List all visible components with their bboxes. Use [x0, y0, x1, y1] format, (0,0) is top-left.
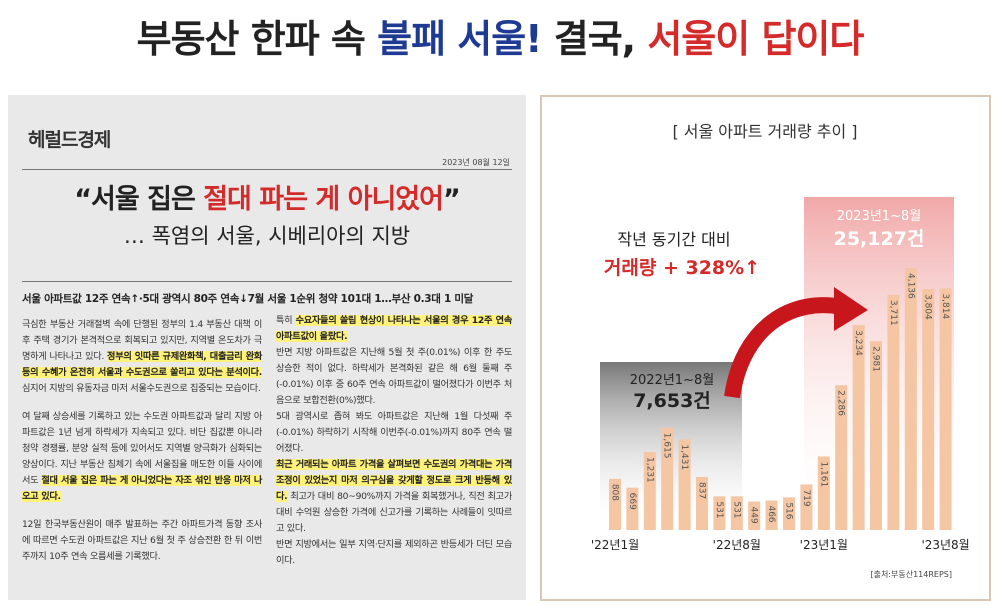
value-label: 1,161 — [818, 461, 828, 487]
bar — [835, 385, 848, 530]
value-label: 3,711 — [888, 300, 898, 326]
text: 극심한 부동산 거래절벽 속에 단행된 정부의 1.4 부동산 대책 이후 주택… — [22, 319, 262, 362]
bar — [852, 325, 865, 530]
text: 특히 — [276, 315, 296, 326]
text: 반면 지방 아파트값은 지난해 5월 첫 주(0.01%) 이후 한 주도 상승… — [276, 347, 512, 406]
value-label: 1,615 — [662, 433, 672, 459]
value-label: 531 — [731, 501, 741, 518]
bar — [661, 427, 674, 530]
paragraph: 극심한 부동산 거래절벽 속에 단행된 정부의 1.4 부동산 대책 이후 주택… — [22, 317, 262, 397]
bar — [800, 484, 813, 530]
paragraph: 반면 지방 아파트값은 지난해 5월 첫 주(0.01%) 이후 한 주도 상승… — [276, 345, 512, 409]
paragraph: 반면 지방에서는 일부 지역·단지를 제외하곤 반등세가 더딘 모습이다. — [276, 537, 512, 569]
headline-part: 결국, — [553, 17, 636, 61]
lead: 서울 아파트값 12주 연속↑·5대 광역시 80주 연속↓7월 서울 1순위 … — [22, 293, 474, 305]
bar — [713, 496, 726, 530]
bar — [887, 294, 900, 530]
value-label: 669 — [627, 493, 637, 510]
value-label: 3,814 — [940, 293, 950, 319]
bar — [783, 497, 795, 530]
quote-part: ” — [442, 184, 461, 215]
value-label: 531 — [714, 501, 724, 518]
value-label: 466 — [766, 505, 776, 522]
bar — [748, 501, 761, 530]
annotation: 2023년1~8월 — [837, 209, 921, 224]
paragraph: 특히 수요자들의 쏠림 현상이 나타나는 서울의 경우 12주 연속 아파트값이… — [276, 313, 512, 345]
arrow — [724, 297, 844, 399]
text: 심지어 지방의 유동자금 마저 서울수도권으로 집중되는 모습이다. — [22, 383, 261, 394]
value-label: 837 — [697, 482, 707, 499]
value-label: 4,136 — [905, 273, 915, 299]
chart: [ 서울 아파트 거래량 추이 ] 2022년1~8월 7,653건 2023년… — [591, 122, 970, 579]
value-label: 2,286 — [836, 390, 846, 416]
value-label: 516 — [784, 502, 794, 519]
logo: 헤럴드경제 — [28, 129, 111, 151]
bar — [939, 288, 952, 530]
annotation: 25,127건 — [834, 228, 925, 250]
headline-part: 서울이 답이다 — [647, 17, 864, 61]
paragraph: 5대 광역시로 좁혀 봐도 아파트값은 지난해 1월 다섯째 주(-0.01%)… — [276, 409, 512, 457]
quote-part: “서울 집은 — [74, 184, 196, 215]
bar — [609, 478, 621, 530]
column: 특히 수요자들의 쏠림 현상이 나타나는 서울의 경우 12주 연속 아파트값이… — [276, 313, 512, 569]
column: 극심한 부동산 거래절벽 속에 단행된 정부의 1.4 부동산 대책 이후 주택… — [22, 317, 262, 577]
arrowhead — [834, 287, 868, 331]
value-label: 1,231 — [644, 457, 654, 483]
bar — [678, 439, 691, 530]
rule — [22, 169, 512, 170]
value-label: 2,981 — [871, 346, 881, 372]
text: 최고가 대비 80~90%까지 가격을 회복했거나, 직전 최고가 대비 수억원… — [276, 491, 512, 534]
headline: 부동산 한파 속 불패 서울! 결국, 서울이 답이다 — [0, 8, 1000, 63]
x-tick-label: '23년1월 — [800, 538, 848, 552]
highlight: 수요자들의 쏠림 현상이 나타나는 서울의 경우 12주 연속 아파트값이 올랐… — [276, 315, 512, 342]
value-label: 1,431 — [679, 444, 689, 470]
annotation: 7,653건 — [633, 390, 711, 412]
bar — [626, 487, 639, 530]
bar — [696, 476, 708, 530]
headline-part: 부동산 한파 속 — [136, 17, 366, 61]
value-label: 808 — [610, 484, 620, 501]
value-label: 719 — [801, 489, 811, 506]
annotation: 2022년1~8월 — [630, 373, 714, 388]
text: 반면 지방에서는 일부 지역·단지를 제외하곤 반등세가 더딘 모습이다. — [276, 539, 512, 566]
text: 5대 광역시로 좁혀 봐도 아파트값은 지난해 1월 다섯째 주(-0.01%)… — [276, 411, 512, 454]
paragraph: 최근 거래되는 아파트 가격을 살펴보면 수도권의 가격대는 가격 조정이 있었… — [276, 457, 512, 537]
paragraph: 여 달째 상승세를 기록하고 있는 수도권 아파트값과 달리 지방 아파트값은 … — [22, 409, 262, 505]
subtitle: … 폭염의 서울, 시베리아의 지방 — [123, 224, 411, 248]
bar — [904, 268, 917, 530]
headline-part: 불패 서울! — [377, 17, 542, 61]
bar — [922, 289, 935, 530]
date: 2023년 08월 12일 — [442, 158, 510, 167]
annotation: 작년 동기간 대비 — [617, 230, 730, 249]
rule — [22, 281, 512, 282]
text: 여 달째 상승세를 기록하고 있는 수도권 아파트값과 달리 지방 아파트값은 … — [22, 411, 262, 486]
value-label: 449 — [749, 507, 759, 524]
bar — [730, 496, 743, 530]
bar — [643, 452, 656, 530]
x-tick-label: '22년1월 — [591, 538, 639, 552]
paragraph: 12일 한국부동산원이 매주 발표하는 주간 아파트가격 동향 조사에 따르면 … — [22, 517, 262, 565]
bar — [870, 341, 882, 530]
source: [출처:부동산114REPS] — [870, 569, 952, 579]
bar — [765, 500, 778, 530]
x-tick-label: '22년8월 — [713, 538, 761, 552]
bar — [817, 456, 830, 530]
chart-panel: [ 서울 아파트 거래량 추이 ] 2022년1~8월 7,653건 2023년… — [540, 95, 991, 601]
value-label: 3,234 — [853, 330, 863, 356]
value-label: 3,804 — [923, 294, 933, 320]
highlight: 절대 서울 집은 파는 게 아니었다는 자조 섞인 반응 마저 나오고 있다. — [22, 475, 262, 502]
annotation: 거래량 + 328%↑ — [604, 257, 760, 279]
x-tick-label: '23년8월 — [921, 538, 969, 552]
text: 12일 한국부동산원이 매주 발표하는 주간 아파트가격 동향 조사에 따르면 … — [22, 519, 262, 562]
quote: “서울 집은 절대 파는 게 아니었어” — [8, 177, 526, 216]
news-clipping: 헤럴드경제 2023년 08월 12일 “서울 집은 절대 파는 게 아니었어”… — [8, 95, 526, 600]
chart-title: [ 서울 아파트 거래량 추이 ] — [672, 122, 857, 141]
quote-part: 절대 파는 게 아니었어 — [203, 184, 444, 215]
